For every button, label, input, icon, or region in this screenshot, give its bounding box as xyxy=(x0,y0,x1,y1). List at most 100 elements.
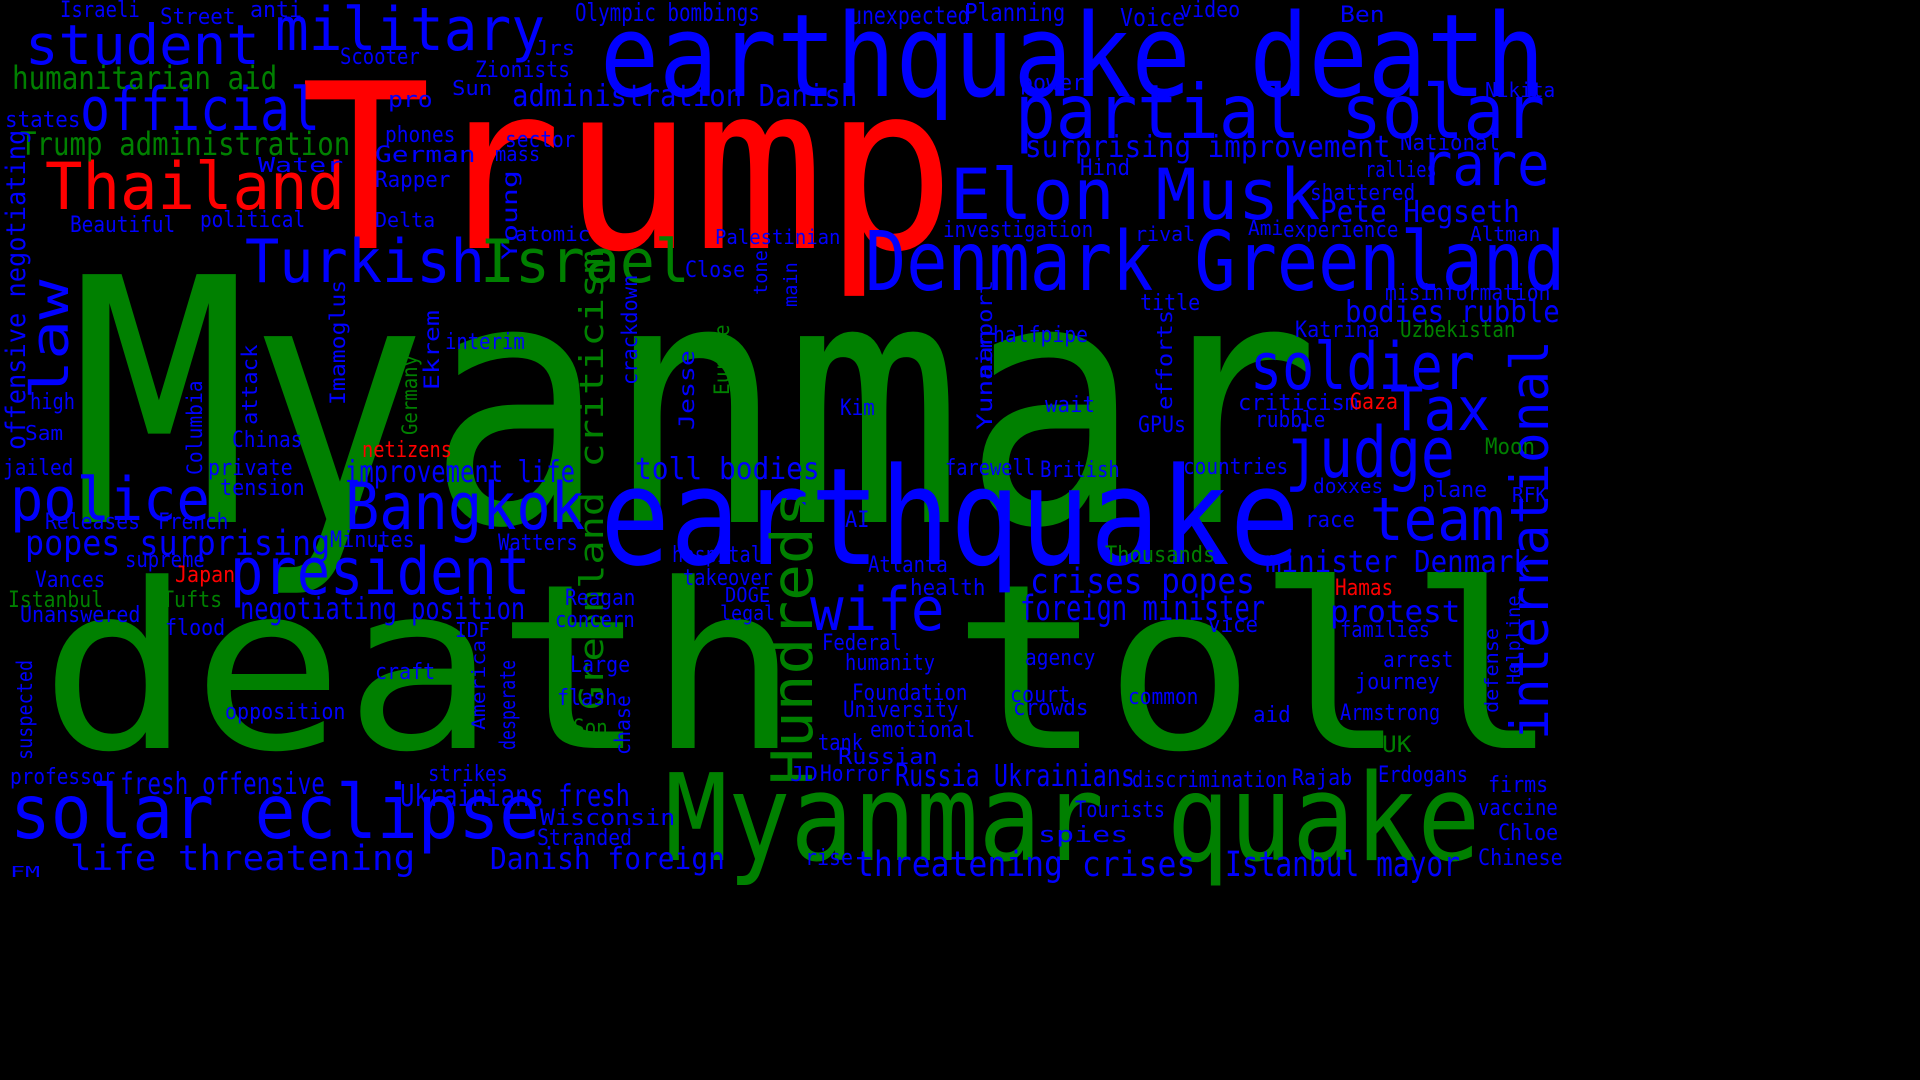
cloud-word: anti xyxy=(250,0,302,23)
cloud-word: countries xyxy=(1183,455,1289,480)
cloud-word: political xyxy=(200,208,306,233)
cloud-word: Scooter xyxy=(340,45,420,70)
cloud-word: rubble xyxy=(1255,408,1326,433)
cloud-word: Pete Hegseth xyxy=(1320,195,1520,230)
cloud-word: Jrs xyxy=(535,36,576,60)
cloud-word: Chloe xyxy=(1498,821,1559,846)
cloud-word: chase xyxy=(611,695,635,755)
cloud-word: Rapper xyxy=(375,168,451,193)
cloud-word: National xyxy=(1400,131,1500,156)
cloud-word: AI xyxy=(845,508,870,533)
cloud-word: bodies rubble xyxy=(1345,295,1560,330)
cloud-word: Helpline xyxy=(1503,595,1525,685)
cloud-word: pro xyxy=(388,88,433,113)
cloud-word: rise xyxy=(805,846,853,871)
cloud-word: solar eclipse xyxy=(10,768,540,856)
cloud-word: Voice xyxy=(1120,3,1186,32)
cloud-word: agency xyxy=(1025,646,1096,671)
cloud-word: Hundreds xyxy=(760,490,826,785)
cloud-word: America xyxy=(468,639,490,730)
cloud-word: tension xyxy=(220,476,305,501)
cloud-word: RFK xyxy=(1512,483,1548,507)
cloud-word: sector xyxy=(505,128,576,153)
cloud-word: Palestinian xyxy=(715,225,841,249)
cloud-word: Sam xyxy=(25,421,64,445)
cloud-word: minister Denmark xyxy=(1265,545,1530,580)
cloud-word: private xyxy=(208,456,293,481)
cloud-word: misinformation xyxy=(1385,281,1551,306)
cloud-word: Denmark Greenland xyxy=(865,215,1566,310)
cloud-word: Large xyxy=(570,653,631,678)
cloud-word: Close xyxy=(685,258,746,283)
cloud-word: popes surprising xyxy=(25,524,331,564)
cloud-word: wait xyxy=(1045,393,1095,418)
cloud-word: Moon xyxy=(1485,435,1535,460)
cloud-word: vice xyxy=(1208,613,1258,638)
cloud-word: crackdown xyxy=(618,274,642,385)
cloud-word: Ukrainians fresh xyxy=(400,779,630,814)
cloud-word: investigation xyxy=(943,218,1094,243)
cloud-word: Street xyxy=(160,5,236,30)
cloud-word: Wisconsin xyxy=(540,806,676,831)
cloud-word: Myanmar quake xyxy=(665,750,1481,889)
cloud-word: Horror xyxy=(820,762,891,787)
cloud-word: strikes xyxy=(428,762,508,787)
cloud-word: administration Danish xyxy=(512,79,858,114)
cloud-word: Young xyxy=(498,170,522,260)
cloud-word: Japan xyxy=(175,563,236,588)
cloud-word: Istanbul mayor xyxy=(1225,845,1461,885)
cloud-word: Hamas xyxy=(1335,576,1394,601)
cloud-word: vaccine xyxy=(1478,796,1558,821)
cloud-word: Tax xyxy=(1390,375,1491,445)
cloud-word: firms xyxy=(1488,773,1549,798)
cloud-word: doxxes xyxy=(1313,474,1384,498)
cloud-word: defense xyxy=(1481,627,1503,713)
cloud-word: interim xyxy=(445,330,525,355)
cloud-word: arrest xyxy=(1383,648,1454,673)
cloud-word: Ekrem xyxy=(420,310,444,390)
cloud-word: legal xyxy=(720,601,776,625)
cloud-word: earthquake death xyxy=(600,0,1545,124)
cloud-word: attack xyxy=(238,344,262,426)
cloud-word: Armstrong xyxy=(1340,701,1441,726)
cloud-word: Turkish xyxy=(245,227,485,297)
cloud-word: Elon Musk xyxy=(950,154,1321,236)
cloud-word: UK xyxy=(1382,733,1412,758)
cloud-word: desperate xyxy=(496,659,520,750)
cloud-word: aid xyxy=(1253,703,1291,728)
cloud-word: Russia Ukrainians xyxy=(895,759,1136,794)
cloud-word: British xyxy=(1040,458,1120,483)
cloud-word: power xyxy=(1020,71,1086,96)
cloud-word: Kim xyxy=(840,396,875,421)
cloud-word: humanity xyxy=(845,651,935,676)
cloud-word: police xyxy=(10,465,210,535)
cloud-word: rallies xyxy=(1365,158,1437,183)
cloud-word: takeover xyxy=(683,566,773,591)
cloud-word: Gaza xyxy=(1350,390,1398,415)
cloud-word: Tufts xyxy=(162,588,223,613)
cloud-word: race xyxy=(1305,508,1355,533)
cloud-word: shattered xyxy=(1310,181,1416,206)
cloud-word: Federal xyxy=(822,631,902,656)
cloud-word: Jesse xyxy=(675,350,699,430)
cloud-word: rival xyxy=(1135,222,1196,246)
cloud-word: Uzbekistan xyxy=(1400,318,1516,343)
cloud-word: law xyxy=(21,279,81,400)
cloud-word: video xyxy=(1180,0,1241,23)
cloud-word: experience xyxy=(1283,218,1399,243)
cloud-word: Tourists xyxy=(1075,798,1165,823)
cloud-word: offensive negotiating xyxy=(1,129,32,450)
cloud-word: Son xyxy=(573,716,608,741)
cloud-word: Katrina xyxy=(1295,318,1380,343)
cloud-word: wife xyxy=(810,575,945,645)
cloud-word: military xyxy=(275,0,545,65)
cloud-word: Stranded xyxy=(537,826,632,851)
cloud-word: atomic xyxy=(515,222,591,246)
cloud-word: unexpected xyxy=(850,1,970,30)
cloud-word: soldier xyxy=(1250,330,1475,405)
cloud-word: Europe xyxy=(710,324,734,395)
cloud-word: tank xyxy=(818,731,863,756)
cloud-word: Sun xyxy=(452,76,493,100)
cloud-word: court xyxy=(1010,683,1071,708)
